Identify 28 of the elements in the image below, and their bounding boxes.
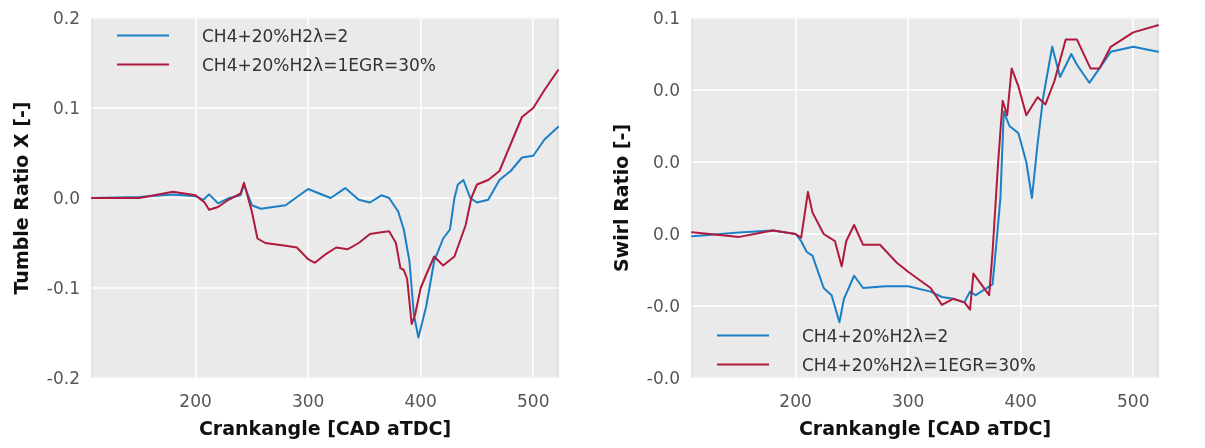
y-tick-label: 0.0 xyxy=(652,152,680,172)
y-axis-title: Swirl Ratio [-] xyxy=(609,123,632,273)
y-tick-label: 0.1 xyxy=(652,8,680,28)
y-tick-label: -0.2 xyxy=(46,368,80,388)
y-tick-label: 0.2 xyxy=(52,8,80,28)
x-tick-label: 400 xyxy=(404,390,437,411)
x-axis-title: Crankangle [CAD aTDC] xyxy=(198,416,452,439)
x-tick-label: 200 xyxy=(179,390,212,411)
y-tick-label: 0.1 xyxy=(52,98,80,118)
y-tick-label: 0.0 xyxy=(52,188,80,208)
x-axis-title: Crankangle [CAD aTDC] xyxy=(798,416,1052,439)
line-series xyxy=(91,69,559,325)
y-tick-label: -0.0 xyxy=(646,296,680,316)
x-tick-label: 300 xyxy=(291,390,325,411)
x-tick-label: 300 xyxy=(891,390,925,411)
y-tick-label: 0.0 xyxy=(652,80,680,100)
legend-label: CH4+20%H2λ=1EGR=30% xyxy=(802,354,1036,375)
x-tick-label: 500 xyxy=(1117,390,1150,411)
y-tick-label: -0.1 xyxy=(46,278,80,298)
legend-label: CH4+20%H2λ=2 xyxy=(802,325,949,346)
x-tick-label: 400 xyxy=(1004,390,1037,411)
y-tick-label: 0.0 xyxy=(652,224,680,244)
x-tick-label: 200 xyxy=(779,390,812,411)
x-tick-label: 500 xyxy=(517,390,550,411)
legend-label: CH4+20%H2λ=2 xyxy=(202,25,349,46)
y-tick-label: -0.0 xyxy=(646,368,680,388)
y-axis-title: Tumble Ratio X [-] xyxy=(9,101,32,295)
legend-label: CH4+20%H2λ=1EGR=30% xyxy=(202,54,436,75)
